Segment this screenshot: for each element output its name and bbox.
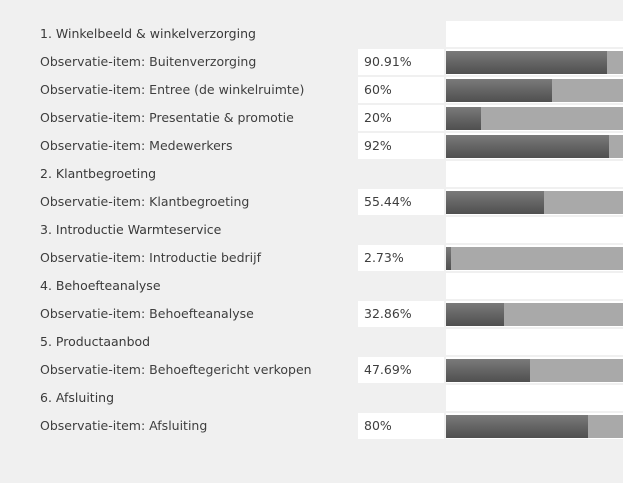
section-label: 4. Behoefteanalyse — [40, 278, 161, 293]
item-label: Observatie-item: Behoefteanalyse — [40, 306, 254, 321]
item-row: Observatie-item: Afsluiting 80% — [0, 412, 623, 440]
percentage-value: 32.86% — [364, 306, 412, 321]
score-bar — [446, 79, 623, 102]
percentage-cell: 55.44% — [358, 189, 444, 215]
score-bar-fill — [446, 359, 531, 382]
section-row: 6. Afsluiting — [0, 384, 623, 412]
score-bar — [446, 51, 623, 74]
score-bar-fill — [446, 303, 505, 326]
section-label: 2. Klantbegroeting — [40, 166, 157, 181]
bar-cell — [446, 301, 623, 327]
item-row: Observatie-item: Behoeftegericht verkope… — [0, 356, 623, 384]
score-bar-fill — [446, 415, 588, 438]
percentage-value: 47.69% — [364, 362, 412, 377]
section-label: 3. Introductie Warmteservice — [40, 222, 222, 237]
percentage-cell: 32.86% — [358, 301, 444, 327]
item-row: Observatie-item: Klantbegroeting 55.44% — [0, 188, 623, 216]
bar-cell — [446, 385, 623, 411]
percentage-cell: 80% — [358, 413, 444, 439]
percentage-cell: 60% — [358, 77, 444, 103]
percentage-value: 2.73% — [364, 250, 404, 265]
bar-cell — [446, 357, 623, 383]
bar-cell — [446, 161, 623, 187]
section-label: 1. Winkelbeeld & winkelverzorging — [40, 26, 256, 41]
percentage-cell: 92% — [358, 133, 444, 159]
bar-cell — [446, 133, 623, 159]
score-bar — [446, 247, 623, 270]
score-bar — [446, 415, 623, 438]
bar-cell — [446, 273, 623, 299]
score-bar — [446, 135, 623, 158]
score-bar — [446, 107, 623, 130]
item-row: Observatie-item: Buitenverzorging 90.91% — [0, 48, 623, 76]
section-label: 6. Afsluiting — [40, 390, 115, 405]
item-label: Observatie-item: Introductie bedrijf — [40, 250, 262, 265]
item-label: Observatie-item: Entree (de winkelruimte… — [40, 82, 305, 97]
item-row: Observatie-item: Introductie bedrijf 2.7… — [0, 244, 623, 272]
score-bar — [446, 303, 623, 326]
score-bar-fill — [446, 247, 451, 270]
percentage-cell: 47.69% — [358, 357, 444, 383]
section-row: 4. Behoefteanalyse — [0, 272, 623, 300]
score-bar — [446, 359, 623, 382]
percentage-cell: 2.73% — [358, 245, 444, 271]
bar-cell — [446, 217, 623, 243]
percentage-value: 20% — [364, 110, 392, 125]
bar-cell — [446, 329, 623, 355]
observation-report: 1. Winkelbeeld & winkelverzorging Observ… — [0, 20, 623, 483]
percentage-value: 80% — [364, 418, 392, 433]
item-label: Observatie-item: Behoeftegericht verkope… — [40, 362, 312, 377]
percentage-cell: 20% — [358, 105, 444, 131]
percentage-value: 55.44% — [364, 194, 412, 209]
bar-cell — [446, 245, 623, 271]
percentage-value: 90.91% — [364, 54, 412, 69]
score-bar-fill — [446, 191, 545, 214]
section-row: 1. Winkelbeeld & winkelverzorging — [0, 20, 623, 48]
item-label: Observatie-item: Klantbegroeting — [40, 194, 250, 209]
score-bar-fill — [446, 79, 553, 102]
item-row: Observatie-item: Behoefteanalyse 32.86% — [0, 300, 623, 328]
section-row: 3. Introductie Warmteservice — [0, 216, 623, 244]
percentage-value: 60% — [364, 82, 392, 97]
item-row: Observatie-item: Medewerkers 92% — [0, 132, 623, 160]
item-row: Observatie-item: Presentatie & promotie … — [0, 104, 623, 132]
score-bar-fill — [446, 51, 607, 74]
percentage-value: 92% — [364, 138, 392, 153]
score-bar-fill — [446, 135, 609, 158]
item-label: Observatie-item: Medewerkers — [40, 138, 233, 153]
score-bar — [446, 191, 623, 214]
section-label: 5. Productaanbod — [40, 334, 151, 349]
bar-cell — [446, 49, 623, 75]
score-bar-fill — [446, 107, 482, 130]
item-row: Observatie-item: Entree (de winkelruimte… — [0, 76, 623, 104]
section-row: 5. Productaanbod — [0, 328, 623, 356]
percentage-cell: 90.91% — [358, 49, 444, 75]
bar-cell — [446, 77, 623, 103]
bar-cell — [446, 413, 623, 439]
bar-cell — [446, 189, 623, 215]
item-label: Observatie-item: Afsluiting — [40, 418, 208, 433]
bar-cell — [446, 21, 623, 47]
section-row: 2. Klantbegroeting — [0, 160, 623, 188]
item-label: Observatie-item: Presentatie & promotie — [40, 110, 294, 125]
item-label: Observatie-item: Buitenverzorging — [40, 54, 257, 69]
bar-cell — [446, 105, 623, 131]
